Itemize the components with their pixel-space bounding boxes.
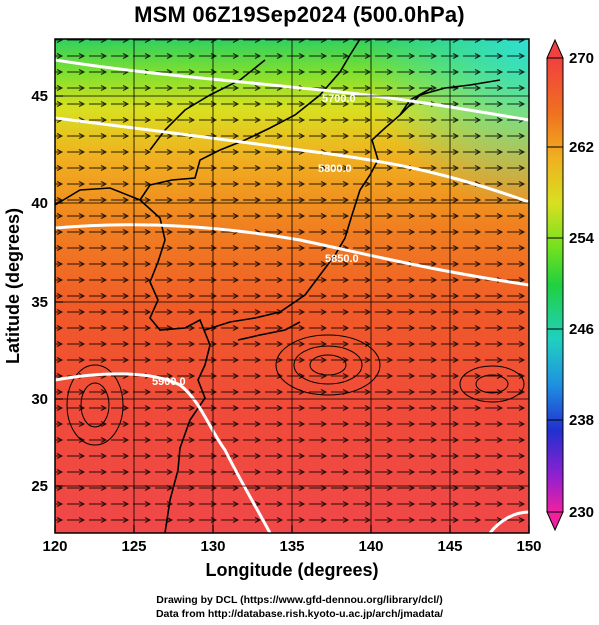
colorbar-top-arrow (546, 38, 564, 59)
grid-lines (55, 39, 529, 533)
contour-label-5850: 5850.0 (325, 253, 359, 265)
height-contours (55, 58, 529, 533)
y-tick-label: 30 (31, 391, 48, 408)
contour-label-5800: 5800.0 (318, 163, 352, 175)
x-tick-label: 145 (437, 538, 462, 555)
x-tick-label: 130 (200, 538, 225, 555)
x-tick-label: 120 (42, 538, 67, 555)
y-tick-label: 40 (31, 195, 48, 212)
y-tick-label: 45 (31, 88, 48, 105)
colorbar-tick-label: 254 (569, 230, 595, 247)
colorbar-tick-label: 262 (569, 139, 594, 156)
colorbar-bottom-arrow (546, 511, 564, 532)
y-tick-label: 25 (31, 478, 48, 495)
contour-label-5900: 5900.0 (152, 376, 186, 388)
x-tick-label: 140 (358, 538, 383, 555)
x-tick-marks (54, 525, 530, 533)
y-tick-label: 35 (31, 294, 48, 311)
y-tick-marks (55, 95, 63, 487)
x-tick-label: 135 (279, 538, 304, 555)
credit-data-source: Data from http://database.rish.kyoto-u.a… (155, 608, 444, 620)
colorbar-tick-label: 238 (569, 412, 594, 429)
cyclone-swirls (66, 334, 525, 446)
colorbar-scale (546, 57, 564, 513)
credit-drawing: Drawing by DCL (https://www.gfd-dennou.o… (156, 594, 443, 606)
y-axis-title: Latitude (degrees) (3, 208, 23, 364)
chart-title: MSM 06Z19Sep2024 (500.0hPa) (134, 2, 465, 27)
colorbar: 270 262 254 246 238 230 (546, 38, 595, 532)
colorbar-tick-label: 246 (569, 321, 594, 338)
contour-label-5700: 5700.0 (322, 93, 356, 105)
x-tick-label: 150 (516, 538, 541, 555)
x-axis-title: Longitude (degrees) (205, 560, 378, 580)
colorbar-tick-label: 270 (569, 50, 594, 67)
x-tick-label: 125 (121, 538, 146, 555)
colorbar-tick-label: 230 (569, 504, 594, 521)
temperature-field (55, 39, 529, 533)
coastlines (55, 39, 501, 533)
